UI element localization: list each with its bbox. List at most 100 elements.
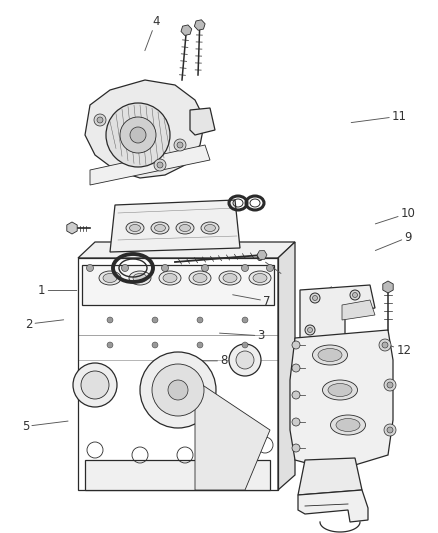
Text: 10: 10 bbox=[374, 207, 415, 224]
Circle shape bbox=[152, 342, 158, 348]
Text: 5: 5 bbox=[22, 420, 68, 433]
Text: 12: 12 bbox=[374, 340, 410, 357]
Ellipse shape bbox=[151, 222, 169, 234]
Circle shape bbox=[291, 391, 299, 399]
Circle shape bbox=[157, 162, 162, 168]
Ellipse shape bbox=[179, 224, 190, 231]
Circle shape bbox=[312, 295, 317, 301]
Circle shape bbox=[107, 317, 113, 323]
Ellipse shape bbox=[312, 345, 347, 365]
Ellipse shape bbox=[330, 415, 365, 435]
Ellipse shape bbox=[201, 222, 219, 234]
Ellipse shape bbox=[335, 418, 359, 432]
Ellipse shape bbox=[159, 271, 180, 285]
Polygon shape bbox=[277, 242, 294, 490]
Ellipse shape bbox=[219, 271, 240, 285]
Circle shape bbox=[97, 117, 103, 123]
Ellipse shape bbox=[252, 273, 266, 282]
Ellipse shape bbox=[129, 271, 151, 285]
Circle shape bbox=[386, 382, 392, 388]
Text: 1: 1 bbox=[38, 284, 77, 297]
Polygon shape bbox=[78, 242, 294, 258]
Circle shape bbox=[241, 342, 247, 348]
Ellipse shape bbox=[103, 273, 117, 282]
Polygon shape bbox=[297, 458, 361, 495]
Ellipse shape bbox=[189, 271, 211, 285]
Ellipse shape bbox=[322, 380, 357, 400]
Text: 7: 7 bbox=[232, 295, 270, 308]
Polygon shape bbox=[341, 300, 374, 320]
Circle shape bbox=[161, 264, 168, 271]
Circle shape bbox=[121, 264, 128, 271]
Circle shape bbox=[152, 317, 158, 323]
Ellipse shape bbox=[193, 273, 207, 282]
Circle shape bbox=[81, 371, 109, 399]
Ellipse shape bbox=[154, 224, 165, 231]
Polygon shape bbox=[299, 285, 374, 342]
Polygon shape bbox=[290, 330, 392, 468]
Circle shape bbox=[304, 325, 314, 335]
Circle shape bbox=[378, 339, 390, 351]
Text: 4: 4 bbox=[145, 15, 159, 51]
Circle shape bbox=[383, 379, 395, 391]
Circle shape bbox=[307, 327, 312, 333]
Circle shape bbox=[197, 342, 202, 348]
Ellipse shape bbox=[223, 273, 237, 282]
Ellipse shape bbox=[248, 271, 270, 285]
Circle shape bbox=[291, 444, 299, 452]
Circle shape bbox=[352, 293, 357, 297]
Circle shape bbox=[120, 117, 155, 153]
Ellipse shape bbox=[99, 271, 121, 285]
Ellipse shape bbox=[204, 224, 215, 231]
Circle shape bbox=[201, 264, 208, 271]
Polygon shape bbox=[190, 108, 215, 135]
Polygon shape bbox=[85, 460, 269, 490]
Ellipse shape bbox=[133, 273, 147, 282]
Polygon shape bbox=[85, 80, 205, 178]
Circle shape bbox=[229, 344, 261, 376]
Circle shape bbox=[168, 380, 187, 400]
Circle shape bbox=[241, 317, 247, 323]
Ellipse shape bbox=[126, 222, 144, 234]
Text: 3: 3 bbox=[219, 329, 264, 342]
Circle shape bbox=[73, 363, 117, 407]
Circle shape bbox=[236, 351, 254, 369]
Polygon shape bbox=[110, 200, 240, 252]
Circle shape bbox=[386, 427, 392, 433]
Circle shape bbox=[154, 159, 166, 171]
Circle shape bbox=[241, 264, 248, 271]
Text: 6: 6 bbox=[254, 251, 280, 273]
Ellipse shape bbox=[129, 224, 140, 231]
Polygon shape bbox=[194, 380, 269, 490]
Circle shape bbox=[381, 342, 387, 348]
Circle shape bbox=[140, 352, 215, 428]
Circle shape bbox=[94, 114, 106, 126]
Circle shape bbox=[349, 290, 359, 300]
Ellipse shape bbox=[317, 349, 341, 361]
Circle shape bbox=[309, 293, 319, 303]
Circle shape bbox=[106, 103, 170, 167]
Circle shape bbox=[197, 317, 202, 323]
Circle shape bbox=[291, 418, 299, 426]
Polygon shape bbox=[90, 145, 209, 185]
Text: 11: 11 bbox=[350, 110, 406, 123]
Text: 11: 11 bbox=[308, 287, 331, 306]
Ellipse shape bbox=[176, 222, 194, 234]
Text: 2: 2 bbox=[25, 318, 64, 330]
Polygon shape bbox=[82, 265, 273, 305]
Circle shape bbox=[383, 424, 395, 436]
Ellipse shape bbox=[327, 384, 351, 397]
Polygon shape bbox=[297, 490, 367, 522]
Circle shape bbox=[107, 342, 113, 348]
Circle shape bbox=[291, 364, 299, 372]
Circle shape bbox=[173, 139, 186, 151]
Circle shape bbox=[291, 341, 299, 349]
Circle shape bbox=[130, 127, 146, 143]
Text: 9: 9 bbox=[374, 231, 411, 251]
Circle shape bbox=[177, 142, 183, 148]
Circle shape bbox=[266, 264, 273, 271]
Circle shape bbox=[86, 264, 93, 271]
Circle shape bbox=[152, 364, 204, 416]
Ellipse shape bbox=[162, 273, 177, 282]
Text: 8: 8 bbox=[188, 354, 227, 367]
